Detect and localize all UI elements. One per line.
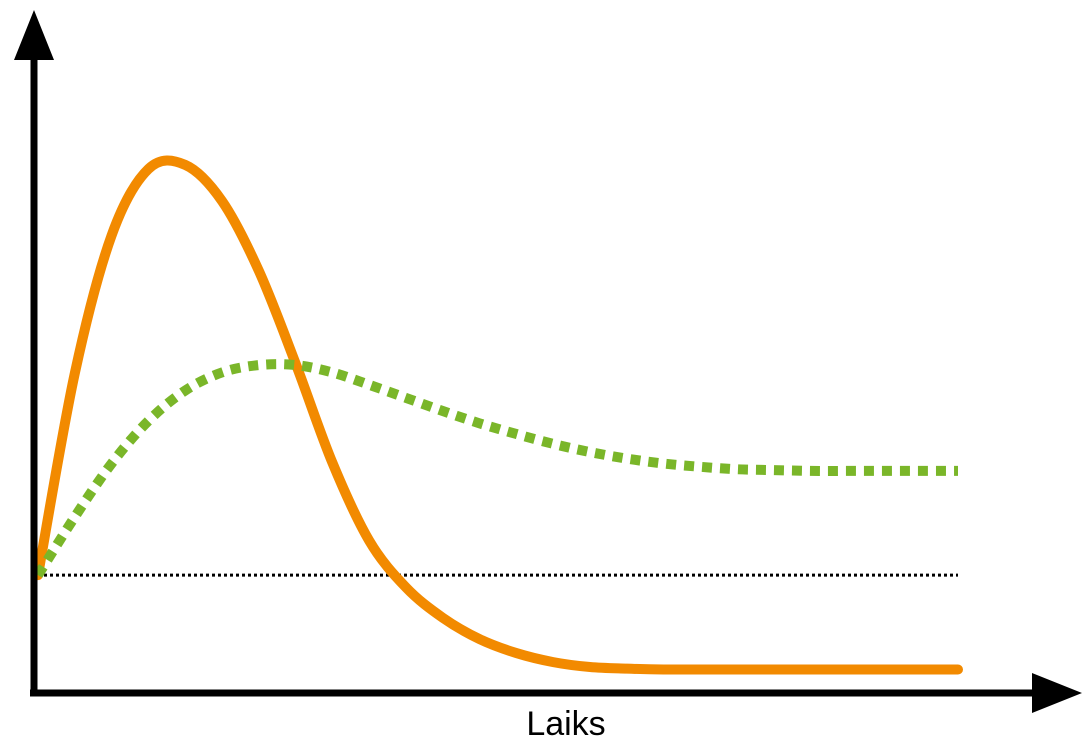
- y-axis-arrow-icon: [14, 10, 54, 60]
- x-axis-label: Laiks: [526, 705, 606, 743]
- axes-layer: [14, 10, 1082, 713]
- series-solid-line: [33, 155, 963, 675]
- plot-layer: [33, 155, 963, 675]
- x-axis-arrow-icon: [1032, 673, 1082, 713]
- series-dotted-line: [33, 359, 958, 578]
